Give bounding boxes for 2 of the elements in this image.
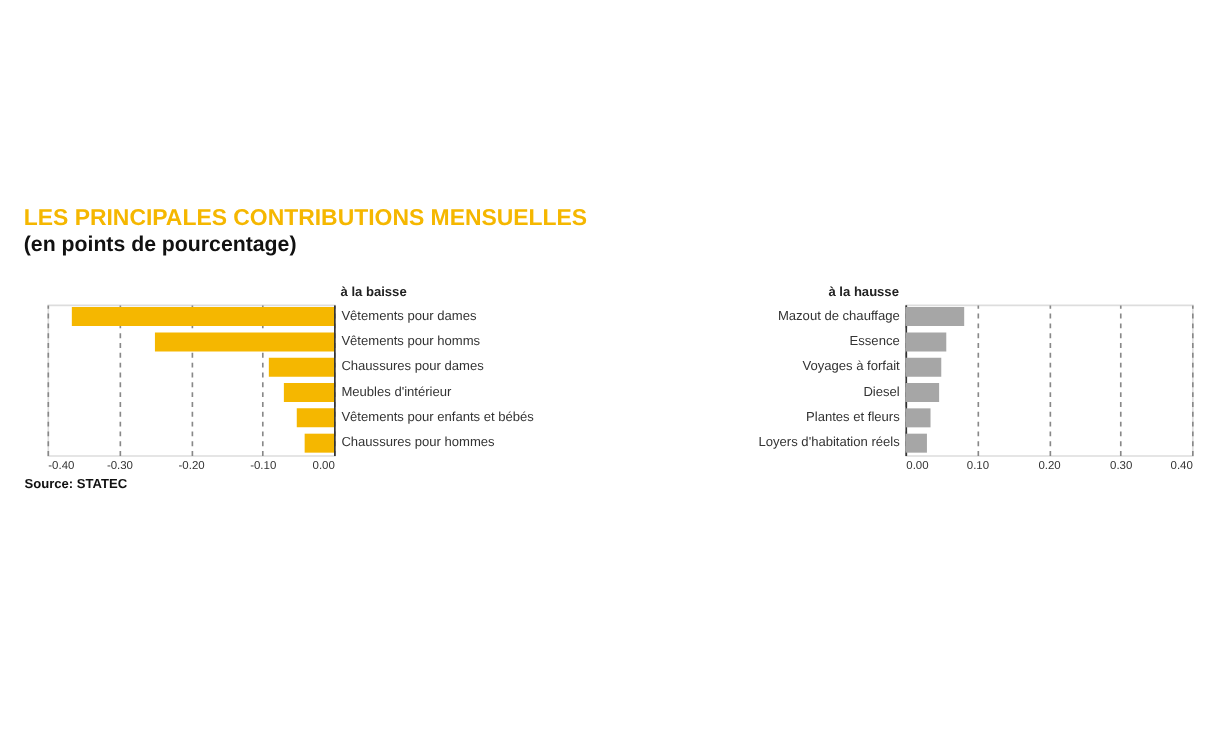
chart-subtitle: (en points de pourcentage)	[23, 233, 298, 258]
chart-title: LES PRINCIPALES CONTRIBUTIONS MENSUELLES	[23, 207, 588, 232]
